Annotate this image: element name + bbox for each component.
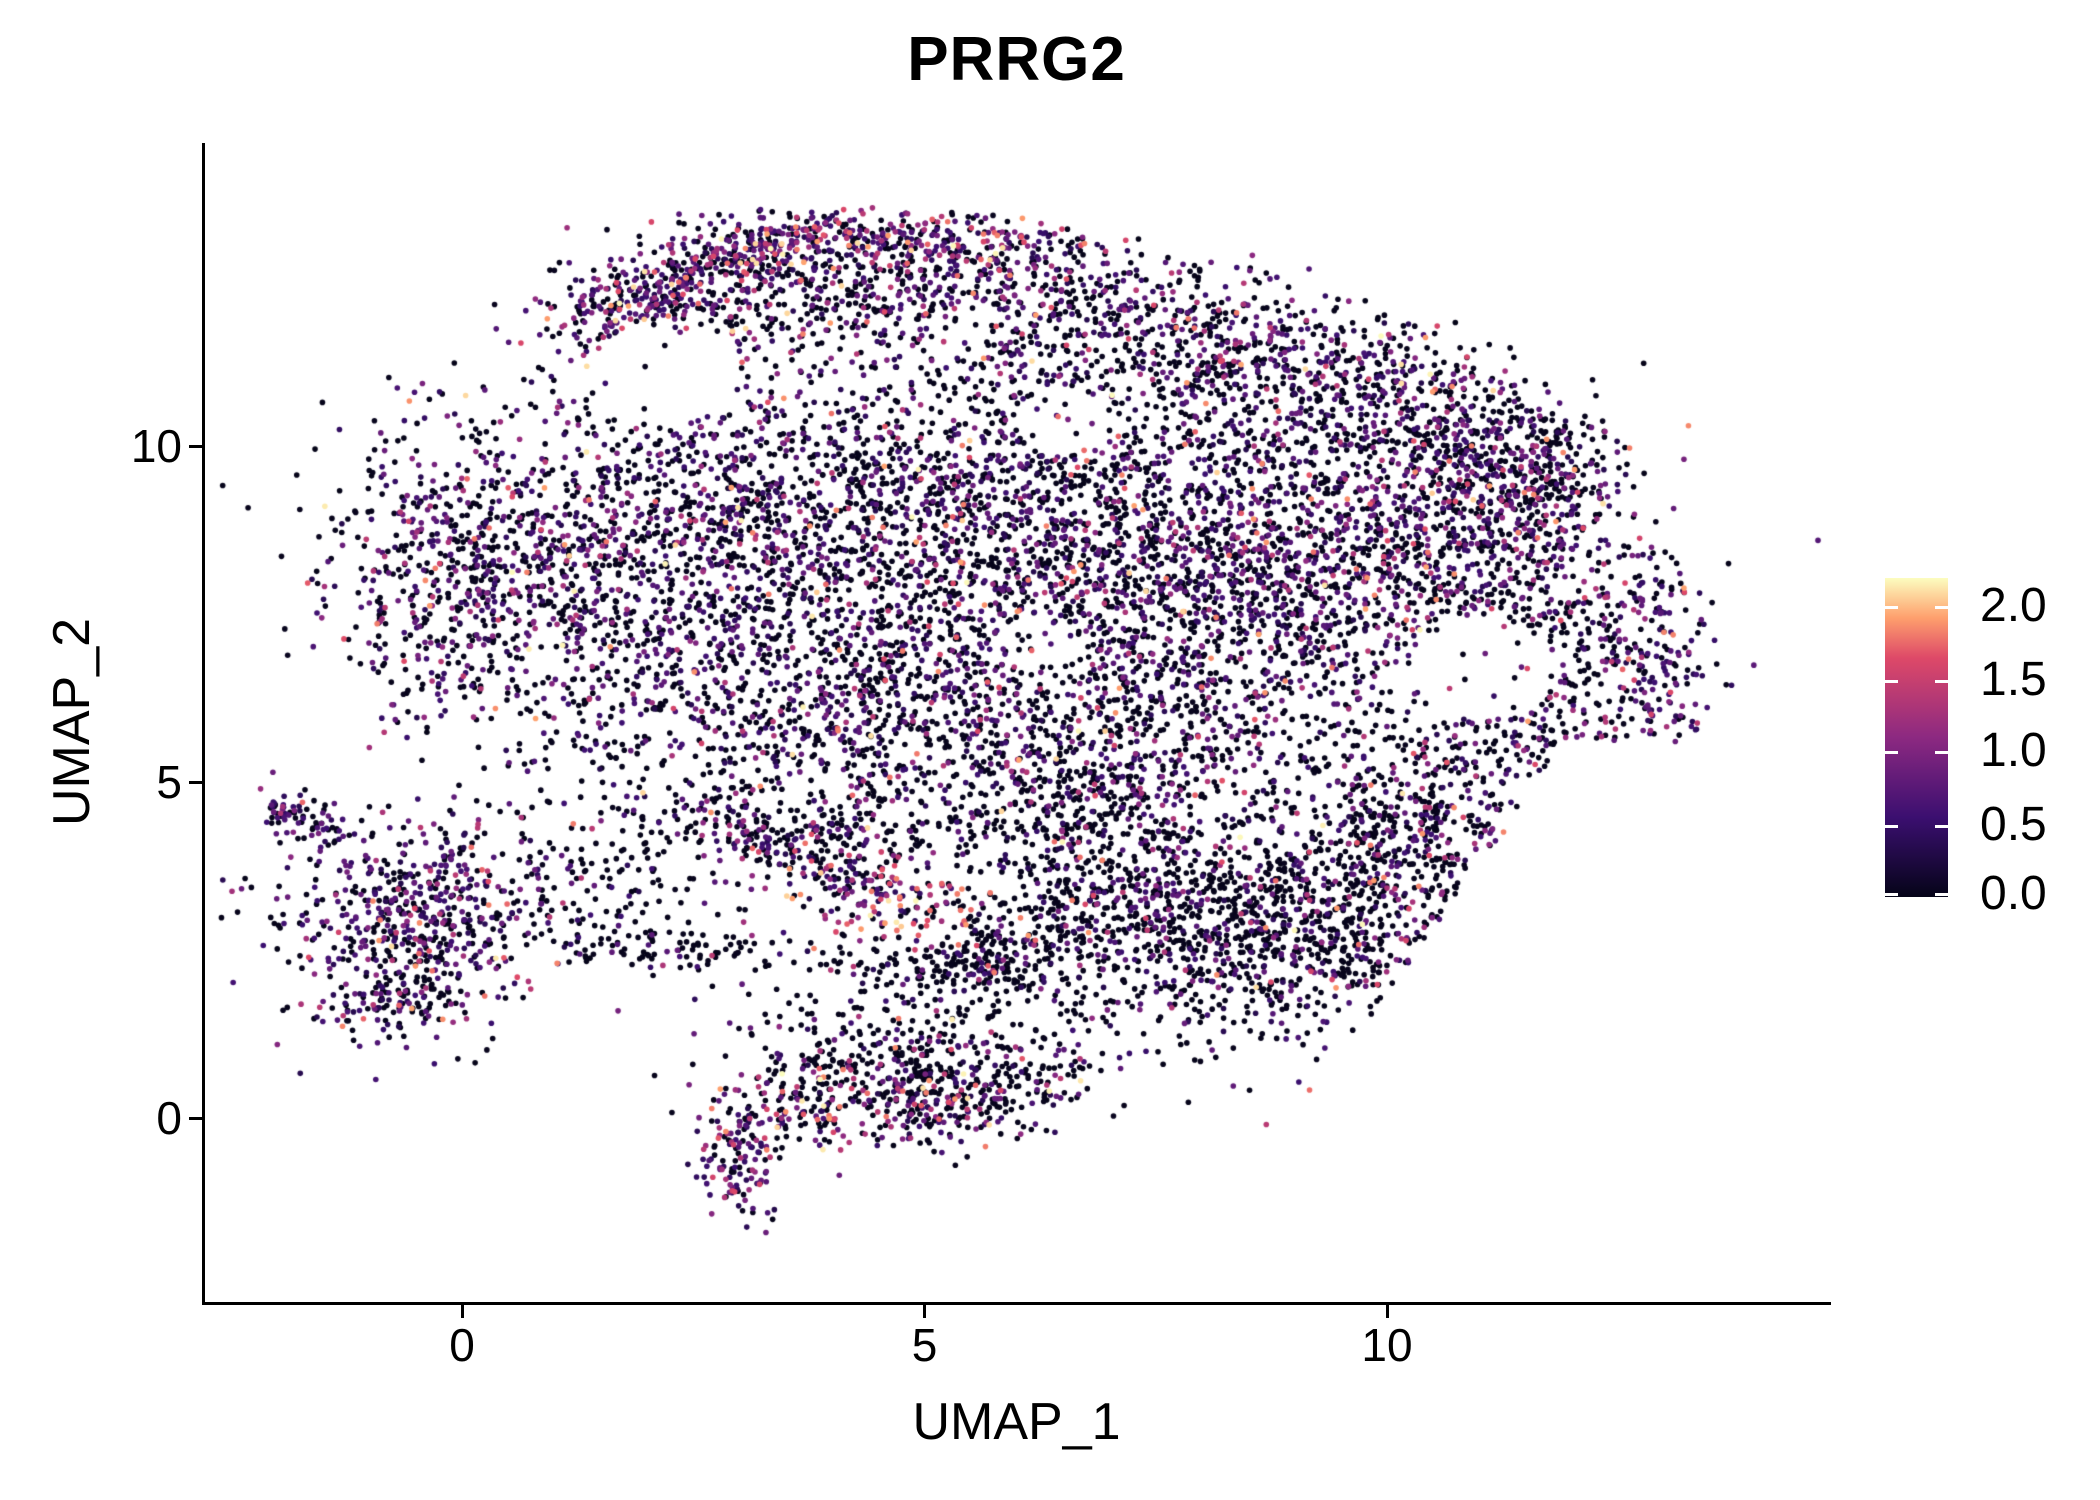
plot-title: PRRG2 — [907, 25, 1126, 94]
colorbar-tick-mark — [1935, 893, 1948, 896]
x-axis-line — [202, 1302, 1831, 1305]
colorbar-tick-mark — [1935, 751, 1948, 754]
colorbar-tick-mark — [1935, 825, 1948, 828]
x-tick-label: 10 — [1361, 1319, 1413, 1371]
y-tick-label: 5 — [156, 756, 182, 808]
x-axis-title: UMAP_1 — [912, 1393, 1121, 1451]
y-tick-mark — [189, 780, 202, 784]
x-tick-mark — [460, 1305, 464, 1318]
y-tick-mark — [189, 444, 202, 448]
colorbar-tick-mark — [1885, 751, 1898, 754]
colorbar-tick-label: 0.5 — [1980, 798, 2047, 851]
colorbar-tick-label: 1.5 — [1980, 653, 2047, 706]
colorbar-tick-label: 1.0 — [1980, 724, 2047, 777]
y-axis-line — [202, 143, 205, 1305]
colorbar-tick-label: 0.0 — [1980, 867, 2047, 920]
colorbar-tick-mark — [1885, 825, 1898, 828]
colorbar-tick-mark — [1885, 893, 1898, 896]
colorbar-tick-mark — [1885, 680, 1898, 683]
colorbar — [1885, 578, 1948, 897]
colorbar-tick-label: 2.0 — [1980, 579, 2047, 632]
colorbar-tick-mark — [1935, 606, 1948, 609]
y-tick-label: 0 — [156, 1092, 182, 1144]
y-tick-label: 10 — [130, 420, 182, 472]
x-tick-mark — [1385, 1305, 1389, 1318]
x-tick-label: 5 — [911, 1319, 938, 1371]
x-tick-label: 0 — [449, 1319, 475, 1371]
colorbar-tick-mark — [1885, 606, 1898, 609]
y-axis-title: UMAP_2 — [43, 617, 101, 827]
colorbar-tick-mark — [1935, 680, 1948, 683]
y-tick-mark — [189, 1116, 202, 1120]
x-tick-mark — [923, 1305, 926, 1318]
